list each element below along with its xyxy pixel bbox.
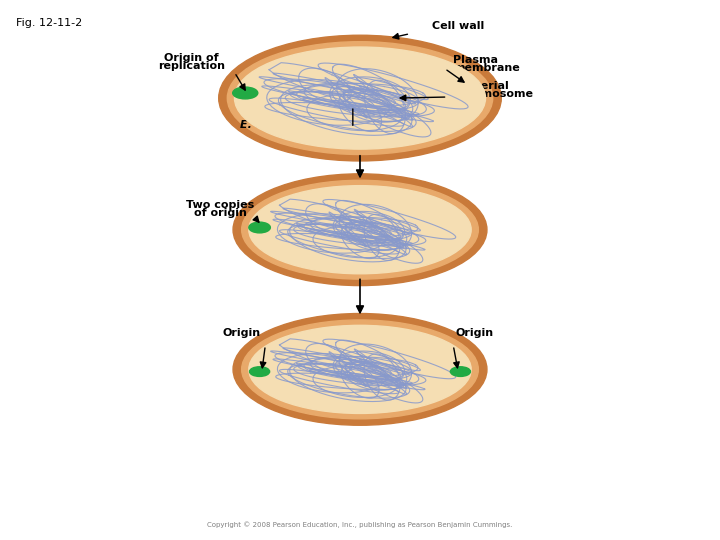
Text: Cell wall: Cell wall [432, 21, 484, 31]
Text: Origin of: Origin of [164, 53, 219, 63]
Text: Plasma: Plasma [453, 55, 498, 65]
Text: of origin: of origin [194, 208, 246, 218]
Text: Two copies: Two copies [186, 200, 254, 210]
Text: E. coli: E. coli [240, 120, 277, 130]
Ellipse shape [233, 314, 487, 426]
Ellipse shape [219, 35, 501, 161]
Ellipse shape [451, 367, 470, 376]
Text: cell: cell [299, 120, 320, 130]
Ellipse shape [249, 325, 471, 414]
Text: Origin: Origin [222, 328, 261, 338]
Ellipse shape [235, 47, 485, 149]
Text: membrane: membrane [453, 63, 520, 73]
Ellipse shape [242, 320, 478, 419]
Ellipse shape [242, 180, 478, 279]
Ellipse shape [233, 87, 258, 99]
Text: chromosome: chromosome [453, 89, 534, 99]
Text: Copyright © 2008 Pearson Education, Inc., publishing as Pearson Benjamin Cumming: Copyright © 2008 Pearson Education, Inc.… [207, 521, 513, 528]
Text: Fig. 12-11-2: Fig. 12-11-2 [16, 17, 82, 28]
Ellipse shape [228, 42, 492, 154]
Text: Bacterial: Bacterial [453, 80, 509, 91]
Ellipse shape [249, 186, 471, 274]
Ellipse shape [250, 367, 269, 376]
Text: replication: replication [158, 61, 225, 71]
Ellipse shape [233, 174, 487, 286]
Text: Origin: Origin [456, 328, 494, 338]
Ellipse shape [249, 222, 270, 233]
